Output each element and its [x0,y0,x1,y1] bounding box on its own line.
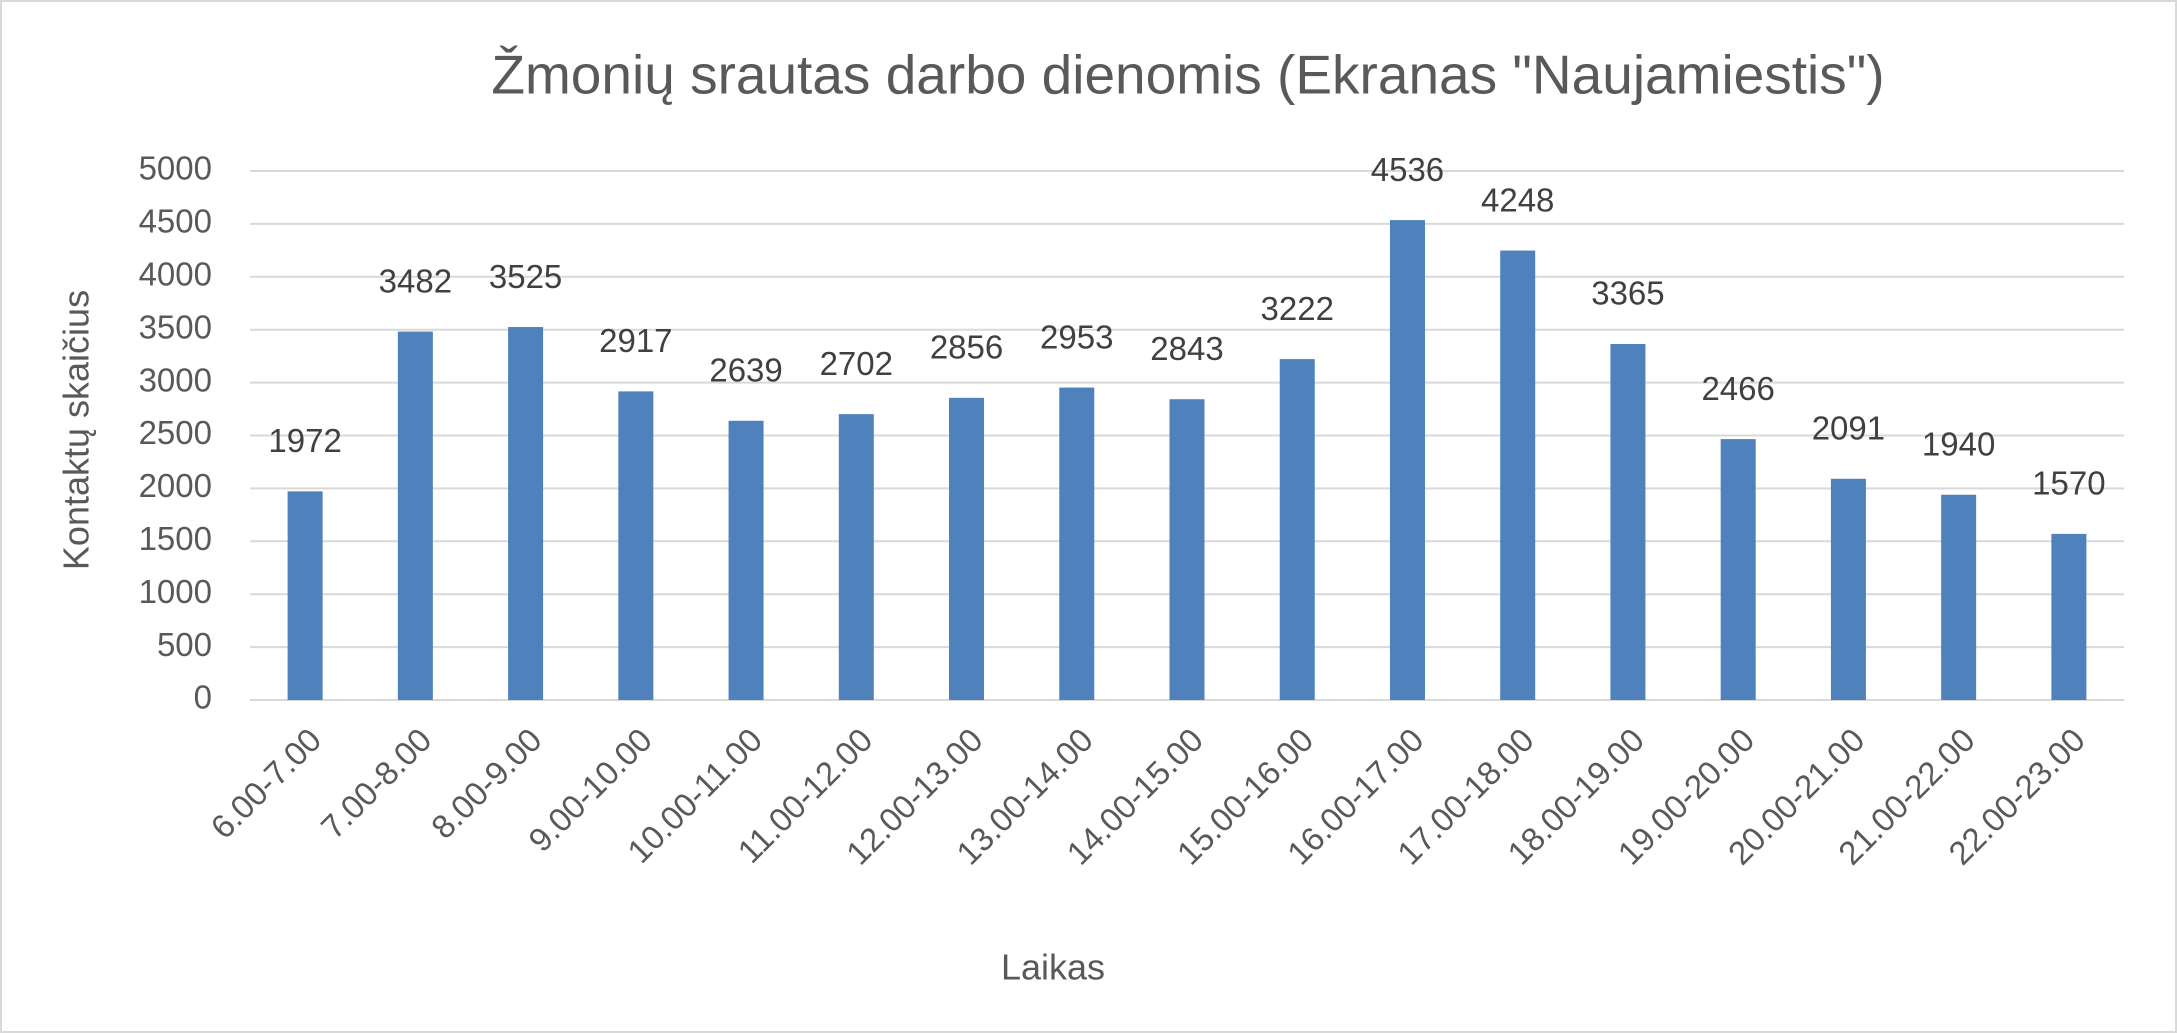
bar [1059,387,1095,700]
y-tick-label: 0 [194,679,212,716]
bar [1610,343,1646,700]
value-label: 2953 [1040,318,1113,355]
bar [1941,494,1977,700]
bar [1389,220,1425,701]
y-tick-label: 2500 [139,414,212,451]
bar [2051,533,2087,700]
bar [1720,439,1756,700]
chart-title: Žmonių srautas darbo dienomis (Ekranas "… [491,44,1884,106]
bar [508,327,544,700]
y-tick-label: 1000 [139,573,212,610]
y-tick-label: 3500 [139,308,212,345]
value-label: 3525 [489,258,562,295]
y-tick-label: 500 [157,626,212,663]
bar [728,420,764,700]
y-tick-label: 4500 [139,203,212,240]
bar [1279,359,1315,700]
value-label: 1972 [268,422,341,459]
value-label: 3365 [1591,275,1664,312]
bar [1500,250,1536,701]
y-tick-label: 2000 [139,467,212,504]
bar [618,391,654,700]
value-label: 4248 [1481,181,1554,218]
bar [287,491,323,700]
value-label: 1570 [2032,465,2105,502]
value-label: 2639 [709,352,782,389]
value-label: 1940 [1922,425,1995,462]
value-label: 2917 [599,322,672,359]
y-axis-label: Kontaktų skaičius [56,290,97,570]
value-label: 2843 [1150,330,1223,367]
value-label: 2702 [820,345,893,382]
bar [397,331,433,700]
y-tick-label: 3000 [139,361,212,398]
bar [1830,478,1866,700]
y-tick-label: 5000 [139,150,212,187]
value-label: 4536 [1371,151,1444,188]
bar [1169,399,1205,700]
y-tick-label: 1500 [139,520,212,557]
y-tick-label: 4000 [139,256,212,293]
value-label: 2466 [1701,370,1774,407]
value-label: 3482 [379,262,452,299]
x-axis-label: Laikas [1001,947,1105,988]
value-label: 3222 [1261,290,1334,327]
value-label: 2091 [1812,409,1885,446]
bar [949,397,985,700]
bar [838,414,874,700]
value-label: 2856 [930,329,1003,366]
